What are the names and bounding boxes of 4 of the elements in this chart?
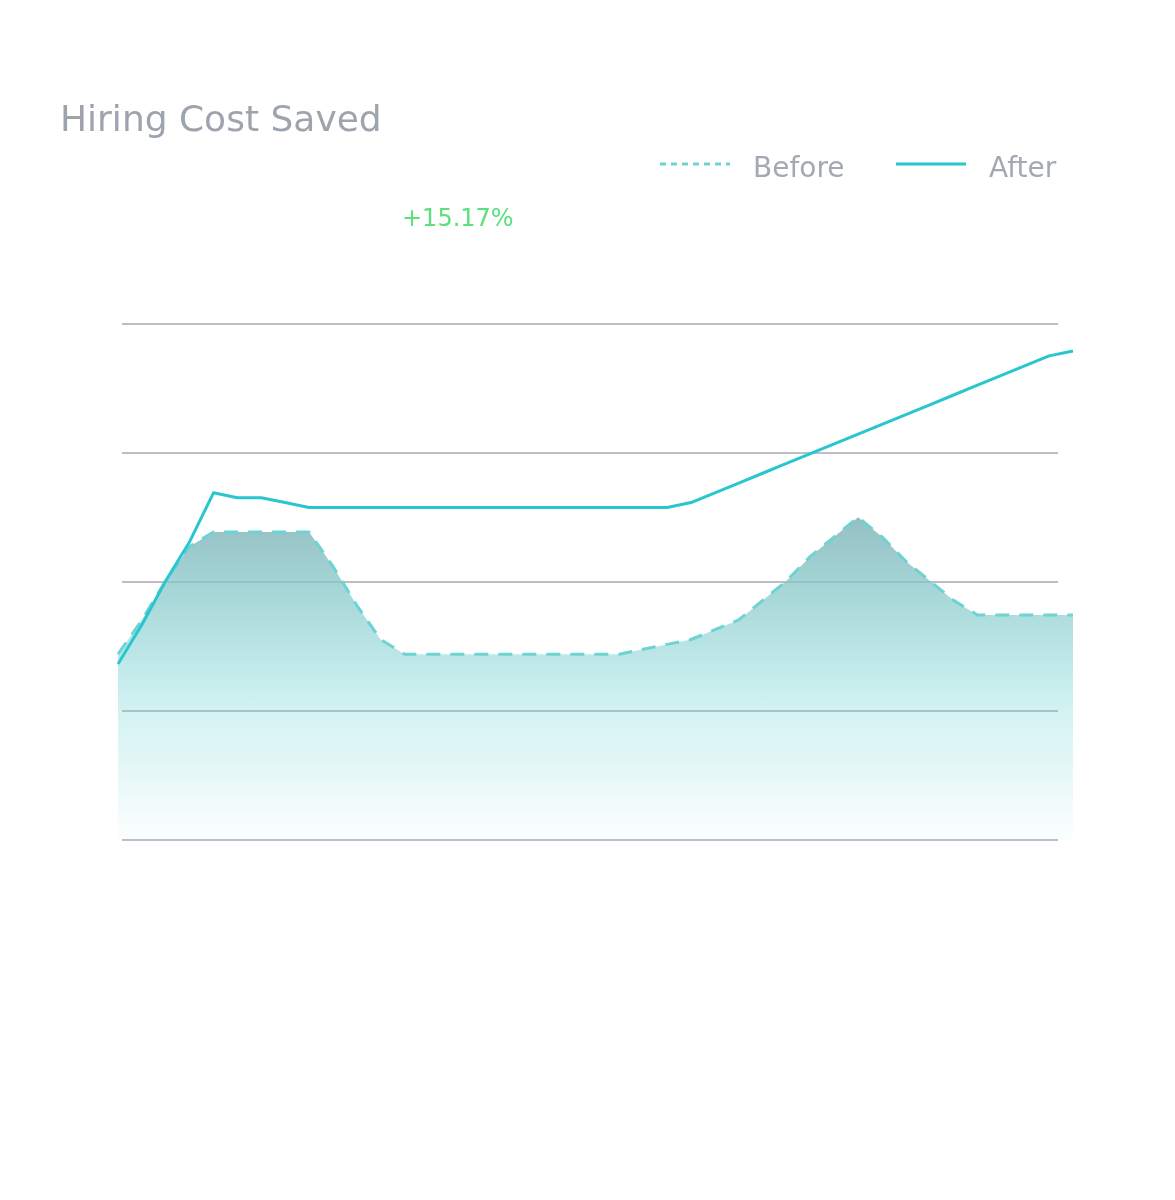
text: +15.17%	[402, 204, 514, 232]
chart-title: Hiring Cost Saved	[60, 98, 382, 139]
legend-label: Before	[753, 151, 845, 184]
legend-label: After	[989, 151, 1057, 184]
